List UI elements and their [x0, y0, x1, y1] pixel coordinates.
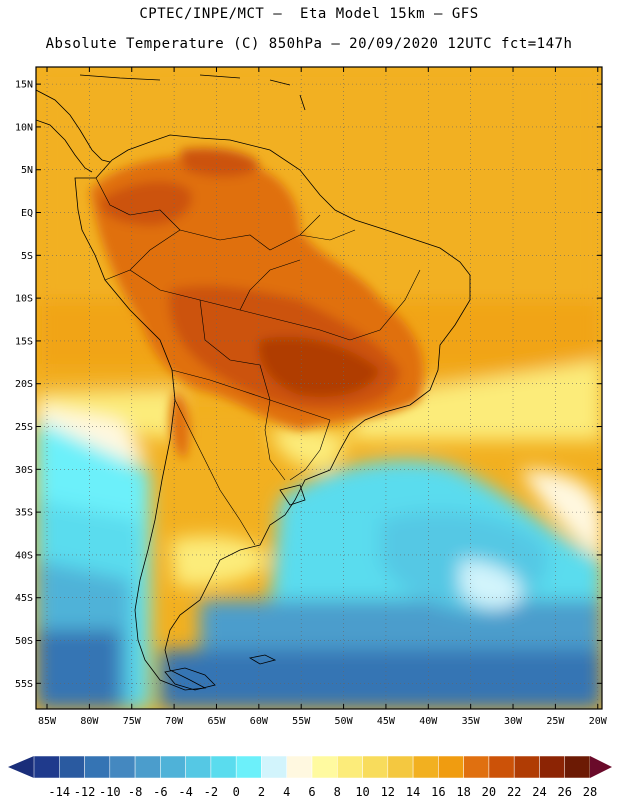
colorbar-under-arrow	[8, 756, 34, 778]
colorbar-swatch	[564, 755, 591, 779]
colorbar-label: 16	[431, 785, 445, 799]
latitude-tick-label: 35S	[15, 508, 33, 519]
colorbar-over-arrow	[590, 756, 612, 778]
longitude-tick-label: 35W	[462, 716, 481, 727]
colorbar-swatch	[286, 755, 313, 779]
colorbar-swatch	[488, 755, 515, 779]
river-plate	[279, 484, 306, 506]
colorbar-label: 24	[532, 785, 546, 799]
colorbar-swatch	[438, 755, 464, 779]
longitude-axis: 85W 80W 75W 70W 65W 60W 55W 50W 45W 40W 35W 30W 25W 2…	[38, 67, 608, 727]
colorbar-swatch	[261, 755, 287, 779]
colorbar-label: 18	[456, 785, 470, 799]
colorbar-swatch	[59, 755, 85, 779]
colorbar-label: -14	[48, 785, 70, 799]
longitude-tick-label: 85W	[38, 716, 57, 727]
colorbar-swatch	[185, 755, 212, 779]
falkland-islands	[248, 654, 277, 665]
latitude-tick-label: 20S	[15, 379, 33, 390]
colorbar-swatch	[210, 755, 237, 779]
colorbar-label: 20	[482, 785, 496, 799]
latitude-tick-label: 45S	[15, 593, 33, 604]
chart-title-line-1: CPTEC/INPE/MCT – Eta Model 15km – GFS	[139, 6, 479, 22]
latitude-tick-label: EQ	[21, 208, 33, 219]
coastlines	[36, 74, 471, 691]
longitude-tick-label: 75W	[123, 716, 142, 727]
tierra-del-fuego	[164, 667, 216, 691]
longitude-tick-label: 25W	[546, 716, 565, 727]
colorbar-swatch	[84, 755, 111, 779]
latitude-tick-label: 50S	[15, 636, 33, 647]
colorbar-swatch	[539, 755, 565, 779]
longitude-tick-label: 55W	[292, 716, 311, 727]
latitude-tick-label: 15S	[15, 336, 33, 347]
colorbar-label: 26	[558, 785, 572, 799]
temperature-field	[36, 67, 602, 709]
longitude-tick-label: 45W	[377, 716, 396, 727]
colorbar-swatch	[387, 755, 414, 779]
latitude-tick-label: 10S	[15, 294, 33, 305]
latitude-tick-label: 15N	[15, 80, 33, 91]
colorbar-swatch	[235, 755, 262, 779]
colorbar-swatch	[337, 755, 363, 779]
latitude-tick-label: 10N	[15, 122, 33, 133]
colorbar-label: -12	[74, 785, 96, 799]
colorbar-label: 10	[355, 785, 369, 799]
colorbar-swatch	[412, 755, 439, 779]
colorbar-swatch	[311, 755, 338, 779]
colorbar-label: 2	[258, 785, 265, 799]
colorbar-label: 14	[406, 785, 420, 799]
colorbar-label: 0	[233, 785, 240, 799]
longitude-tick-label: 20W	[589, 716, 608, 727]
latitude-tick-label: 25S	[15, 422, 33, 433]
caribbean-islands	[79, 74, 306, 111]
longitude-tick-label: 80W	[80, 716, 99, 727]
colorbar-label: -10	[99, 785, 121, 799]
colorbar-label: -8	[128, 785, 142, 799]
chart-title-line-2: Absolute Temperature (C) 850hPa – 20/09/…	[45, 36, 573, 52]
colorbar-swatch	[160, 755, 186, 779]
latitude-tick-label: 40S	[15, 550, 33, 561]
colorbar-label: 28	[583, 785, 597, 799]
longitude-tick-label: 60W	[250, 716, 269, 727]
map-frame	[35, 66, 603, 710]
central-america-coastline	[36, 89, 111, 173]
latitude-tick-label: 5S	[21, 251, 33, 262]
latitude-axis: 15N 10N 5N EQ 5S 10S 15S 20S 25S 30S 35S 40S 45S 50S 5…	[15, 80, 602, 690]
colorbar: -14 -12 -10 -8 -6 -4 -2 0 2 4 6 8 10 12 14 16 18 20 22 24 26…	[8, 755, 612, 799]
colorbar-swatch	[513, 755, 540, 779]
longitude-tick-label: 40W	[419, 716, 438, 727]
country-borders	[95, 177, 421, 546]
latitude-tick-label: 5N	[21, 165, 33, 176]
colorbar-label: -4	[178, 785, 192, 799]
colorbar-label: -6	[153, 785, 167, 799]
colorbar-label: 6	[308, 785, 315, 799]
longitude-tick-label: 30W	[504, 716, 523, 727]
latitude-tick-label: 55S	[15, 679, 33, 690]
longitude-tick-label: 70W	[165, 716, 184, 727]
colorbar-swatch	[109, 755, 136, 779]
colorbar-label: 22	[507, 785, 521, 799]
longitude-tick-label: 65W	[207, 716, 226, 727]
colorbar-label: -2	[204, 785, 218, 799]
colorbar-label: 12	[381, 785, 395, 799]
colorbar-swatch	[33, 755, 60, 779]
longitude-tick-label: 50W	[335, 716, 354, 727]
colorbar-label: 8	[334, 785, 341, 799]
latitude-tick-label: 30S	[15, 465, 33, 476]
colorbar-swatch	[463, 755, 490, 779]
colorbar-swatch	[362, 755, 389, 779]
colorbar-label: 4	[283, 785, 290, 799]
south-america-coastline	[74, 134, 471, 691]
colorbar-swatch	[134, 755, 161, 779]
